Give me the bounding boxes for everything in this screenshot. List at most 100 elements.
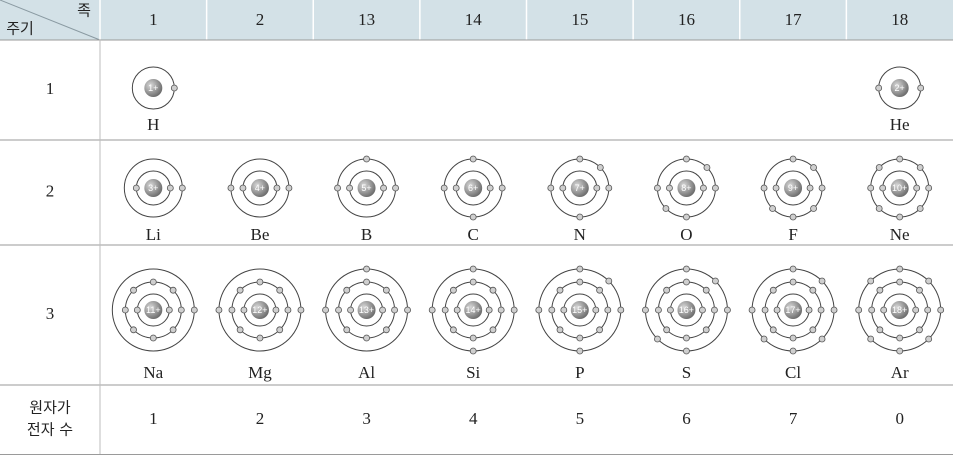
electron [177,306,185,314]
valence-label: 원자가 [29,399,71,417]
electron [239,184,247,192]
electron [535,306,543,314]
electron [916,326,923,334]
electron [830,306,838,314]
nucleus [570,301,589,319]
nucleus [890,79,909,97]
nucleus [464,179,483,197]
electron [576,213,584,221]
nucleus-charge: 10+ [892,183,907,193]
electron [391,306,398,314]
electron [666,184,673,192]
header-background [0,0,953,40]
electron [703,164,711,171]
nucleus [677,179,696,197]
electron [769,326,777,334]
electron [855,306,863,314]
nucleus [464,301,483,319]
electron [875,205,883,212]
group-label: 18 [891,10,908,29]
nucleus-charge: 2+ [895,83,905,93]
nucleus-charge: 13+ [359,305,374,315]
electron [363,155,370,163]
electron [165,306,173,314]
electron [449,286,457,294]
nucleus-charge: 15+ [572,305,587,315]
electron [556,326,564,334]
electron [347,306,354,314]
electron [683,213,690,221]
nucleus [144,79,163,97]
electron [489,286,497,294]
electron [548,306,556,314]
nucleus-charge: 12+ [252,305,267,315]
electron [896,213,904,221]
electron [228,306,236,314]
electron [576,347,584,355]
electron [276,286,284,294]
electron [592,306,600,314]
electron [880,306,888,314]
electron [596,164,604,171]
element-symbol: B [361,225,372,244]
electron [556,286,564,294]
electron [683,155,690,163]
electron [925,184,933,192]
nucleus-charge: 11+ [146,305,161,315]
electron [441,306,449,314]
element-symbol: Mg [248,363,272,382]
electron [596,286,604,294]
period-label: 1 [46,79,55,98]
electron [452,184,460,192]
electron [605,277,613,285]
electron [363,265,370,273]
electron [683,347,690,355]
electron [469,155,477,163]
electron [772,184,780,192]
electron [363,334,370,342]
electron [654,335,661,343]
electron [711,306,718,314]
electron [469,278,477,286]
electron [576,278,584,286]
electron [121,306,129,314]
valence-value: 1 [149,409,158,428]
electron [805,306,813,314]
electron [712,277,719,285]
electron [699,306,706,314]
electron [576,334,584,342]
electron [343,326,351,334]
electron [896,334,904,342]
nucleus [784,179,803,197]
nucleus [784,301,803,319]
group-label: 1 [149,10,158,29]
element-symbol: Na [143,363,163,382]
electron [818,184,826,192]
element-symbol: Al [358,363,375,382]
electron [662,205,670,212]
electron [789,334,797,342]
electron [469,213,477,221]
electron [875,84,883,92]
electron [130,326,137,334]
electron [724,306,731,314]
corner-diagonal [0,0,101,41]
electron [876,286,884,294]
electron [449,326,457,334]
nucleus-charge: 7+ [575,183,585,193]
electron [149,278,157,286]
electron [215,306,223,314]
electron [469,347,477,355]
electron [604,306,612,314]
electron [773,306,781,314]
electron [916,205,924,212]
electron [702,326,710,334]
electron [789,265,797,273]
electron [789,347,797,355]
nucleus-charge: 9+ [788,183,798,193]
electron [663,326,671,334]
period-label: 3 [46,304,55,323]
electron [190,306,198,314]
electron [809,326,817,334]
